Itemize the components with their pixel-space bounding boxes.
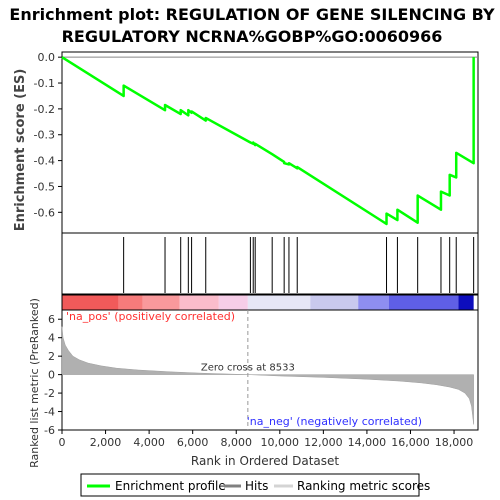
negative-correlation-label: 'na_neg' (negatively correlated): [247, 415, 422, 428]
colorbar-segment: [62, 295, 119, 310]
es-curve: [61, 56, 475, 226]
rank-y-tick-label: -4: [44, 406, 55, 419]
rank-x-tick-label: 8,000: [220, 436, 252, 449]
rank-x-tick-label: 10,000: [261, 436, 300, 449]
rank-y-tick-label: 2: [48, 350, 55, 363]
zero-cross-label: Zero cross at 8533: [201, 363, 295, 374]
es-y-tick-label: 0.0: [38, 51, 56, 64]
colorbar-segment: [118, 295, 143, 310]
es-y-tick-label: -0.5: [34, 180, 55, 193]
colorbar-segment: [458, 295, 474, 310]
rank-y-tick-label: -6: [44, 424, 55, 437]
rank-y-tick-label: 4: [48, 332, 55, 345]
es-y-tick-label: -0.2: [34, 103, 55, 116]
ranking-metric-panel: Zero cross at 8533 'na_pos' (positively c…: [44, 309, 479, 449]
colorbar-segment: [247, 295, 311, 310]
hits-panel: [61, 232, 479, 295]
es-y-tick-label: -0.6: [34, 206, 55, 219]
rank-y-tick-label: 6: [48, 313, 55, 326]
rank-x-tick-label: 2,000: [90, 436, 122, 449]
enrichment-panel: 0.0 -0.1 -0.2 -0.3 -0.4 -0.5 -0.6: [34, 51, 479, 234]
legend-ranking-label: Ranking metric scores: [297, 479, 430, 493]
rank-axis-label: Rank in Ordered Dataset: [191, 454, 339, 468]
es-axis-label: Enrichment score (ES): [13, 69, 28, 232]
rank-x-tick-label: 14,000: [348, 436, 387, 449]
rank-x-tick-label: 18,000: [435, 436, 474, 449]
rank-x-tick-label: 4,000: [133, 436, 165, 449]
ranking-metric-area: [61, 326, 474, 425]
hits-frame: [61, 232, 479, 295]
ranked-metric-axis-label: Ranked list metric (PreRanked): [28, 298, 41, 468]
es-y-tick-label: -0.1: [34, 77, 55, 90]
chart-title-line-2: REGULATORY NCRNA%GOBP%GO:0060966: [62, 27, 443, 46]
colorbar-segment: [310, 295, 359, 310]
rank-y-tick-label: -2: [44, 387, 55, 400]
chart-title-line-1: Enrichment plot: REGULATION OF GENE SILE…: [9, 5, 495, 24]
colorbar-segment: [142, 295, 180, 310]
legend: Enrichment profile Hits Ranking metric s…: [80, 473, 430, 497]
colorbar-segment: [218, 295, 248, 310]
legend-box: [80, 473, 420, 497]
es-y-tick-label: -0.4: [34, 155, 55, 168]
es-y-tick-label: -0.3: [34, 129, 55, 142]
rank-x-tick-label: 0: [59, 436, 66, 449]
colorbar-segment: [358, 295, 389, 310]
rank-x-tick-label: 16,000: [391, 436, 430, 449]
ranking-colorbar: [61, 294, 479, 311]
rank-x-tick-label: 12,000: [304, 436, 343, 449]
legend-enrichment-label: Enrichment profile: [115, 479, 226, 493]
rank-x-tick-label: 6,000: [177, 436, 209, 449]
colorbar-segment: [179, 295, 219, 310]
es-plot-frame: [61, 51, 479, 234]
legend-hits-label: Hits: [245, 479, 268, 493]
colorbar-segment: [388, 295, 459, 310]
positive-correlation-label: 'na_pos' (positively correlated): [66, 310, 235, 323]
rank-y-tick-label: 0: [48, 369, 55, 382]
